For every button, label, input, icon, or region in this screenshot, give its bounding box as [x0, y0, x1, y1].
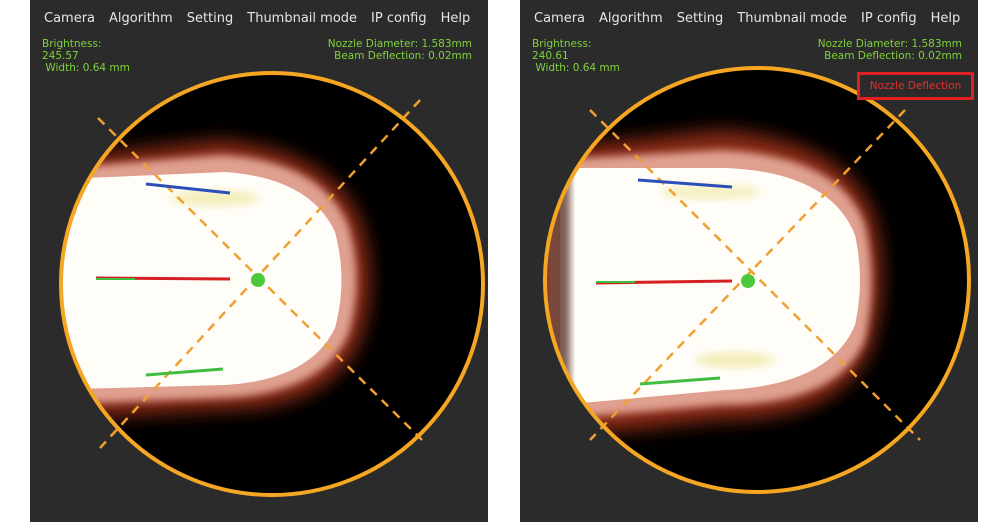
- bottom-edge-line: [639, 376, 721, 386]
- nozzle-deflection-alert: Nozzle Deflection: [857, 72, 974, 100]
- brightness-value: 245.57: [42, 50, 79, 62]
- menu-ip-config[interactable]: IP config: [861, 10, 917, 26]
- menu-thumbnail-mode[interactable]: Thumbnail mode: [247, 10, 358, 26]
- nozzle-diameter: Nozzle Diameter: 1.583mm: [817, 38, 962, 50]
- menu-ip-config[interactable]: IP config: [371, 10, 427, 26]
- menu-bar: Camera Algorithm Setting Thumbnail mode …: [30, 6, 488, 30]
- width-readout: Width: 0.64 mm: [42, 62, 130, 74]
- alert-text: Nozzle Deflection: [869, 80, 962, 92]
- brightness-label: Brightness:: [42, 38, 102, 50]
- field-of-view-ring: [59, 71, 485, 497]
- bottom-edge-line: [145, 367, 224, 377]
- beam-deflection: Beam Deflection: 0.02mm: [824, 50, 962, 62]
- camera-viewport: [543, 66, 971, 494]
- width-readout: Width: 0.64 mm: [532, 62, 620, 74]
- measurement-readout: Nozzle Diameter: 1.583mm Beam Deflection…: [818, 38, 962, 62]
- menu-thumbnail-mode[interactable]: Thumbnail mode: [737, 10, 848, 26]
- center-dot: [741, 274, 755, 288]
- brightness-label: Brightness:: [532, 38, 592, 50]
- top-edge-line: [145, 182, 231, 195]
- menu-setting[interactable]: Setting: [676, 10, 724, 26]
- menu-help[interactable]: Help: [930, 10, 961, 26]
- measurement-readout: Nozzle Diameter: 1.583mm Beam Deflection…: [328, 38, 472, 62]
- center-dot: [251, 273, 265, 287]
- camera-view-panel-left: Camera Algorithm Setting Thumbnail mode …: [30, 0, 488, 522]
- beam-deflection: Beam Deflection: 0.02mm: [334, 50, 472, 62]
- menu-camera[interactable]: Camera: [44, 10, 96, 26]
- brightness-readout: Brightness: 245.57 Width: 0.64 mm: [42, 38, 130, 74]
- menu-help[interactable]: Help: [440, 10, 471, 26]
- menu-setting[interactable]: Setting: [186, 10, 234, 26]
- menu-camera[interactable]: Camera: [534, 10, 586, 26]
- nozzle-diameter: Nozzle Diameter: 1.583mm: [327, 38, 472, 50]
- top-edge-line: [637, 178, 733, 189]
- camera-viewport: [59, 71, 485, 497]
- brightness-readout: Brightness: 240.61 Width: 0.64 mm: [532, 38, 620, 74]
- brightness-value: 240.61: [532, 50, 569, 62]
- menu-algorithm[interactable]: Algorithm: [599, 10, 663, 26]
- field-of-view-ring: [543, 66, 971, 494]
- menu-bar: Camera Algorithm Setting Thumbnail mode …: [520, 6, 978, 30]
- camera-view-panel-right: Camera Algorithm Setting Thumbnail mode …: [520, 0, 978, 522]
- menu-algorithm[interactable]: Algorithm: [109, 10, 173, 26]
